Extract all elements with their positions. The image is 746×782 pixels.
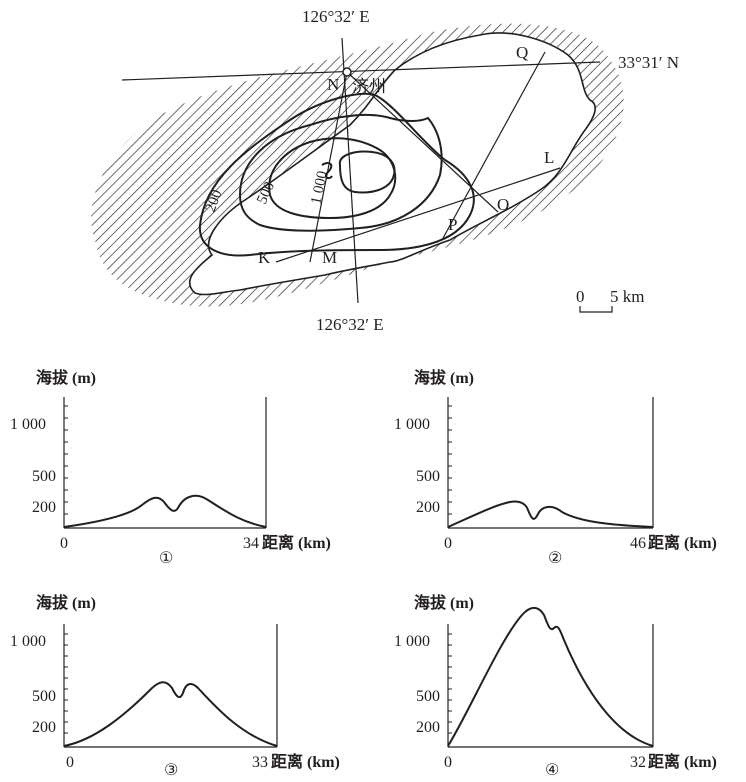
profile-2-xmax: 46 <box>630 535 646 552</box>
profile-2-ytick-1000: 1 000 <box>394 416 430 433</box>
profile-2-id: ② <box>548 550 562 567</box>
profile-1-ytick-1000: 1 000 <box>10 416 46 433</box>
profile-panel-2: 海拔 (m) 1 000 500 200 0 46 距离 (km) ② <box>394 368 717 567</box>
profile-panel-1: 海拔 (m) 1 000 500 200 0 34 距离 (km) ① <box>10 368 331 567</box>
profile-4-id: ④ <box>545 762 559 777</box>
profile-line-KL <box>275 167 561 263</box>
point-M-label: M <box>322 248 337 267</box>
profile-3-ytick-200: 200 <box>32 719 56 736</box>
city-label: 济州 <box>352 77 386 96</box>
point-Q-label: Q <box>516 43 528 62</box>
point-N-label: N <box>327 75 339 94</box>
contour-200 <box>198 92 475 257</box>
scale-zero-label: 0 <box>576 287 585 306</box>
profile-3-x0: 0 <box>66 754 74 771</box>
profile-4-xlabel: 距离 (km) <box>648 752 717 771</box>
point-L-label: L <box>544 148 554 167</box>
profile-3-ytick-500: 500 <box>32 688 56 705</box>
profile-1-xlabel: 距离 (km) <box>262 533 331 552</box>
contour-1000-label: 1 000 <box>308 169 331 205</box>
profile-panel-4: 海拔 (m) 1 000 500 200 0 32 距离 (km) ④ <box>394 593 717 779</box>
city-marker <box>342 67 352 77</box>
sea-hatch-band <box>91 23 624 307</box>
profile-panel-3: 海拔 (m) 1 000 500 200 0 33 距离 (km) ③ <box>10 593 340 779</box>
meridian-bottom-label: 126°32′ E <box>316 315 384 334</box>
profile-line-NO <box>346 71 499 213</box>
profile-1-ytick-200: 200 <box>32 499 56 516</box>
profile-4-xmax: 32 <box>630 754 646 771</box>
profile-3-ylabel: 海拔 (m) <box>36 593 96 612</box>
meridian-top-label: 126°32′ E <box>302 7 370 26</box>
profile-2-curve <box>447 500 654 528</box>
profile-2-x0: 0 <box>444 535 452 552</box>
profile-1-curve <box>63 494 267 528</box>
profile-3-xmax: 33 <box>252 754 268 771</box>
profile-2-xlabel: 距离 (km) <box>648 533 717 552</box>
profile-3-ytick-1000: 1 000 <box>10 633 46 650</box>
contour-500 <box>238 113 443 232</box>
profile-1-xmax: 34 <box>243 535 259 552</box>
summit-contour <box>338 150 396 194</box>
profile-3-xlabel: 距离 (km) <box>271 752 340 771</box>
profile-4-ytick-1000: 1 000 <box>394 633 430 650</box>
profile-1-ytick-500: 500 <box>32 468 56 485</box>
profile-2-ytick-500: 500 <box>416 468 440 485</box>
profile-2-ytick-200: 200 <box>416 499 440 516</box>
profile-4-ytick-200: 200 <box>416 719 440 736</box>
island-map: 126°32′ E 126°32′ E 33°31′ N 济州 N Q L O … <box>91 7 679 334</box>
point-P-label: P <box>448 215 457 234</box>
contour-200-label: 200 <box>203 188 226 215</box>
profile-line-NM <box>309 71 348 263</box>
profile-2-ylabel: 海拔 (m) <box>414 368 474 387</box>
profile-4-x0: 0 <box>444 754 452 771</box>
parallel-label: 33°31′ N <box>618 53 679 72</box>
profile-4-ylabel: 海拔 (m) <box>414 593 474 612</box>
scale-value-label: 5 km <box>610 287 644 306</box>
profile-1-id: ① <box>159 550 173 567</box>
profile-1-ylabel: 海拔 (m) <box>36 368 96 387</box>
profile-3-id: ③ <box>164 762 178 777</box>
profile-line-QP <box>441 51 546 241</box>
point-O-label: O <box>497 195 509 214</box>
profile-3-curve <box>63 681 278 747</box>
profile-4-ytick-500: 500 <box>416 688 440 705</box>
parallel-line <box>121 61 601 81</box>
scale-bar: 0 5 km <box>576 287 644 313</box>
profile-1-x0: 0 <box>60 535 68 552</box>
point-K-label: K <box>258 248 271 267</box>
profile-4-curve <box>447 606 654 747</box>
